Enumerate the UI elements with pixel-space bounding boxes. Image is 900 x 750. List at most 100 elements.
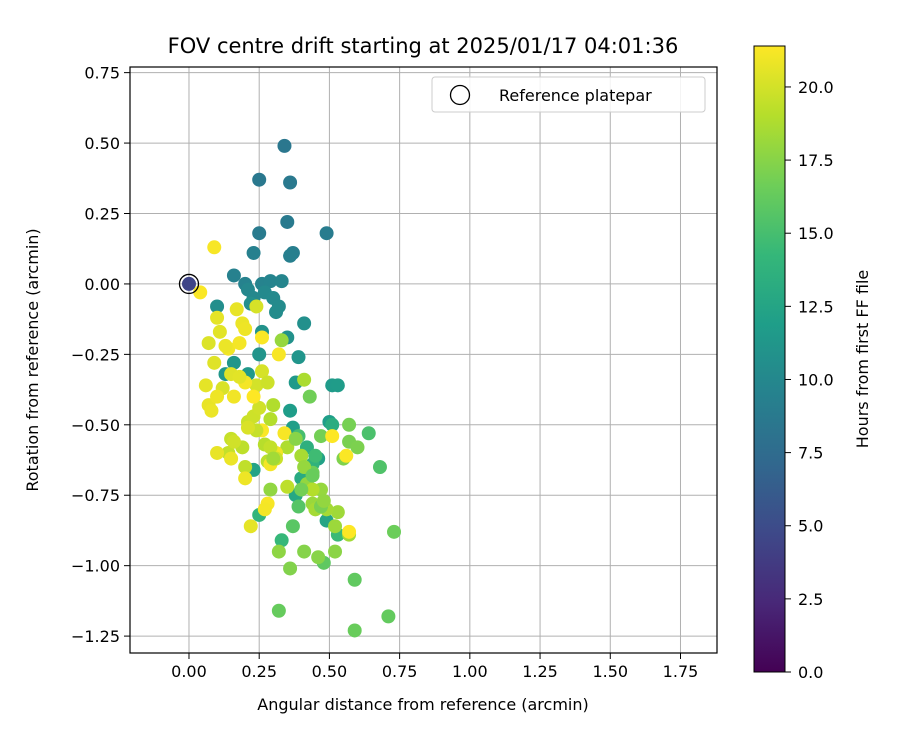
data-point (297, 316, 312, 331)
plot-frame (129, 66, 718, 654)
data-point (238, 471, 253, 486)
data-point (243, 519, 258, 534)
data-point (271, 347, 286, 362)
x-tick-label: 0.50 (312, 662, 348, 681)
colorbar-tick-label: 15.0 (798, 224, 834, 243)
y-tick-label: −1.00 (71, 557, 120, 576)
data-point (311, 550, 326, 565)
data-point (328, 519, 343, 534)
data-point (252, 347, 267, 362)
x-tick-label: 1.00 (452, 662, 488, 681)
y-tick-label: 0.50 (84, 134, 120, 153)
data-point (246, 389, 261, 404)
data-point (252, 226, 267, 241)
data-point (232, 369, 247, 384)
y-tick-label: −1.25 (71, 627, 120, 646)
data-point (325, 417, 340, 432)
data-point (319, 226, 334, 241)
colorbar: 0.0 2.5 5.0 7.5 10.0 12.5 15.0 17.5 20.0 Hours f… (753, 45, 872, 682)
x-tick-label: 1.25 (522, 662, 558, 681)
data-point (210, 299, 225, 314)
x-tick-label: 1.75 (663, 662, 699, 681)
y-tick-label: 0.00 (84, 275, 120, 294)
colorbar-label: Hours from first FF file (853, 270, 872, 449)
data-point (294, 482, 309, 497)
data-point (198, 378, 213, 393)
data-point (277, 138, 292, 153)
y-tick-label: −0.25 (71, 345, 120, 364)
data-point (274, 333, 289, 348)
data-point (240, 420, 255, 435)
chart-title: FOV centre drift starting at 2025/01/17 … (168, 34, 679, 58)
data-point (260, 375, 275, 390)
data-point (226, 268, 241, 283)
data-point (291, 499, 306, 514)
colorbar-tick-label: 0.0 (798, 663, 823, 682)
data-point (207, 355, 222, 370)
data-point (342, 417, 357, 432)
data-point (381, 609, 396, 624)
data-point (263, 274, 278, 289)
colorbar-tick-label: 7.5 (798, 444, 823, 463)
x-tick-label: 0.00 (171, 662, 207, 681)
data-point (277, 426, 292, 441)
colorbar-tick-label: 17.5 (798, 151, 834, 170)
data-point (238, 322, 253, 337)
legend-hollow-circle-marker (449, 84, 471, 106)
data-point (316, 493, 331, 508)
data-point (193, 285, 208, 300)
data-point (347, 572, 362, 587)
reference-marker-layer (178, 273, 200, 295)
data-point (330, 378, 345, 393)
grid (130, 67, 717, 653)
data-point (263, 440, 278, 455)
data-point (246, 245, 261, 260)
data-point (271, 544, 286, 559)
x-tick-label: 1.50 (592, 662, 628, 681)
legend-box (431, 76, 706, 113)
y-tick-label: −0.50 (71, 416, 120, 435)
legend-label: Reference platepar (499, 86, 652, 105)
data-point (305, 482, 320, 497)
reference-point (181, 276, 196, 291)
data-point (255, 330, 270, 345)
data-point (325, 429, 340, 444)
data-point (330, 505, 345, 520)
data-point (210, 310, 225, 325)
data-point (252, 400, 267, 415)
data-point (305, 468, 320, 483)
data-point (210, 389, 225, 404)
data-point (350, 440, 365, 455)
data-point (266, 451, 281, 466)
reference-marker (178, 273, 200, 295)
data-point (204, 403, 219, 418)
data-point (232, 336, 247, 351)
data-point (372, 460, 387, 475)
data-point (226, 389, 241, 404)
data-point (280, 479, 295, 494)
data-point (226, 434, 241, 449)
data-point (274, 533, 289, 548)
data-point (212, 324, 227, 339)
data-point (342, 524, 357, 539)
data-point (238, 460, 253, 475)
colorbar-ticks: 0.0 2.5 5.0 7.5 10.0 12.5 15.0 17.5 20.0 (785, 78, 834, 682)
legend: Reference platepar (431, 76, 706, 113)
data-point (229, 302, 244, 317)
colorbar-tick-label: 20.0 (798, 78, 834, 97)
data-point (271, 603, 286, 618)
data-point (249, 299, 264, 314)
data-point (257, 502, 272, 517)
data-point (249, 378, 264, 393)
colorbar-tick-label: 12.5 (798, 297, 834, 316)
data-point (297, 372, 312, 387)
y-tick-label: −0.75 (71, 486, 120, 505)
x-tick-label: 0.75 (382, 662, 418, 681)
x-axis-ticks: 0.00 0.25 0.50 0.75 1.00 1.25 1.50 1.75 (171, 653, 698, 681)
data-point (201, 336, 216, 351)
x-tick-label: 0.25 (241, 662, 277, 681)
data-point (210, 445, 225, 460)
data-point (288, 431, 303, 446)
data-point (263, 482, 278, 497)
